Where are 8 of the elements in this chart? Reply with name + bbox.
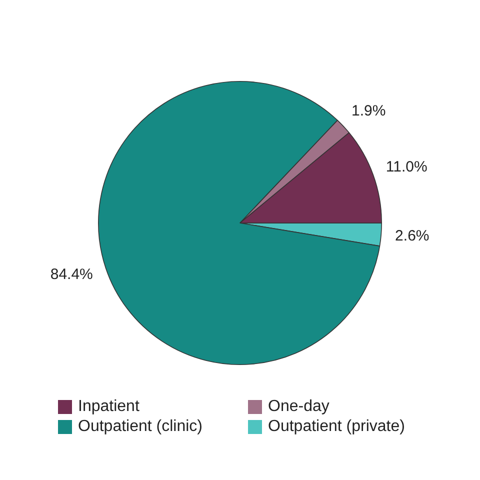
data-label: 84.4%	[50, 266, 93, 284]
data-label: 11.0%	[386, 158, 428, 176]
legend-label: Inpatient	[78, 398, 140, 416]
legend-label: Outpatient (private)	[268, 418, 405, 436]
data-label: 1.9%	[352, 102, 386, 120]
data-label: 2.6%	[395, 228, 430, 244]
legend-label: Outpatient (clinic)	[78, 418, 202, 436]
legend-label: One-day	[268, 398, 330, 416]
